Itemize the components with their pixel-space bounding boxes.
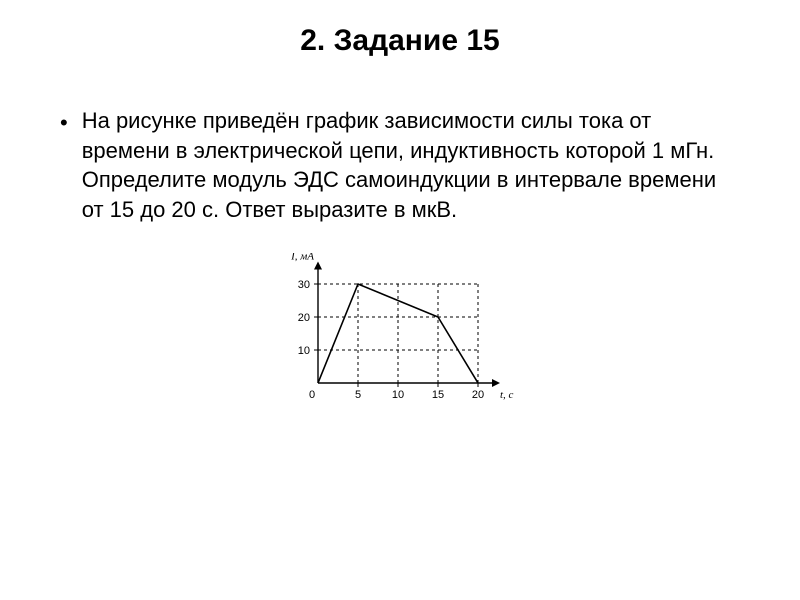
chart-container: 5 10 15 20 0 10 20 30 t, с I, мА xyxy=(60,253,740,418)
svg-text:10: 10 xyxy=(392,389,404,401)
svg-text:5: 5 xyxy=(355,389,361,401)
chart: 5 10 15 20 0 10 20 30 t, с I, мА xyxy=(280,253,520,418)
problem-block: • На рисунке приведён график зависимости… xyxy=(60,106,740,225)
svg-text:I, мА: I, мА xyxy=(290,253,314,263)
svg-text:0: 0 xyxy=(309,389,315,401)
svg-text:20: 20 xyxy=(472,389,484,401)
svg-text:20: 20 xyxy=(298,312,310,324)
chart-svg: 5 10 15 20 0 10 20 30 t, с I, мА xyxy=(280,253,520,413)
page-title: 2. Задание 15 xyxy=(60,24,740,58)
svg-text:10: 10 xyxy=(298,345,310,357)
svg-text:15: 15 xyxy=(432,389,444,401)
svg-text:t, с: t, с xyxy=(500,389,514,401)
bullet-icon: • xyxy=(60,112,68,134)
svg-text:30: 30 xyxy=(298,279,310,291)
problem-text: На рисунке приведён график зависимости с… xyxy=(82,106,740,225)
slide: 2. Задание 15 • На рисунке приведён граф… xyxy=(0,0,800,600)
